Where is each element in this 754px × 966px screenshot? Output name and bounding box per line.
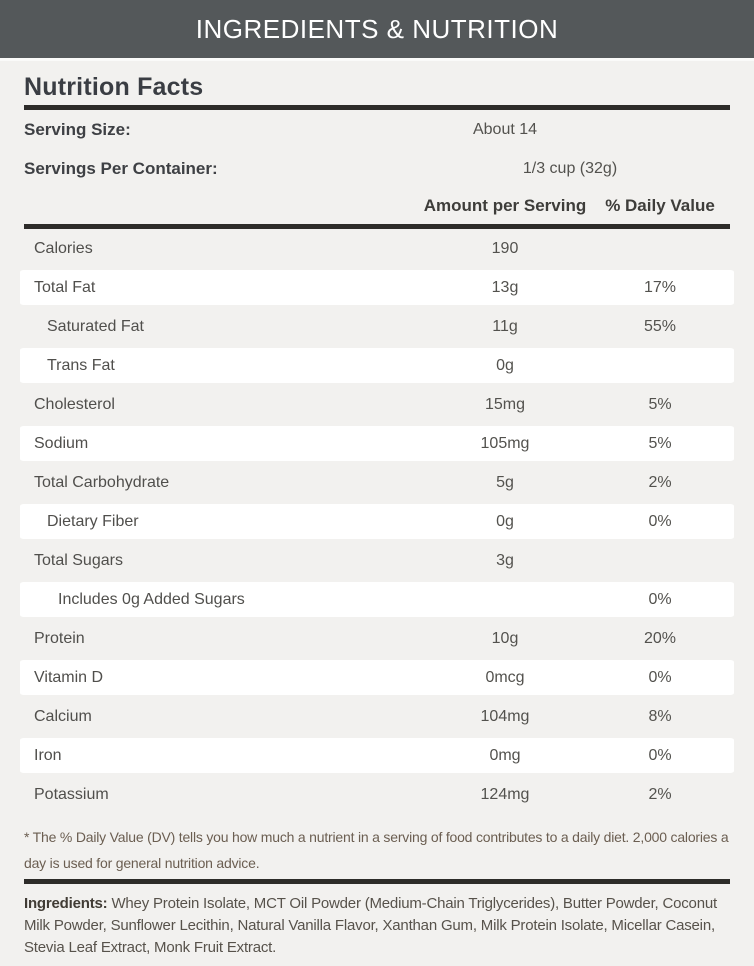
column-header-daily-value: % Daily Value (605, 196, 715, 215)
nutrient-daily-value: 0% (648, 512, 672, 530)
nutrient-row-trans-fat: Trans Fat 0g (20, 346, 734, 385)
nutrient-row-calcium: Calcium 104mg 8% (20, 697, 734, 736)
serving-size-value: About 14 (472, 120, 538, 138)
nutrient-amount: 5g (496, 473, 514, 491)
divider-rule (24, 105, 730, 110)
nutrient-amount: 0g (496, 512, 514, 530)
nutrient-row-saturated-fat: Saturated Fat 11g 55% (20, 307, 734, 346)
ingredients-nutrition-section-header[interactable]: INGREDIENTS & NUTRITION (0, 0, 754, 58)
nutrient-label: Cholesterol (34, 395, 115, 413)
servings-per-container-label: Servings Per Container: (24, 158, 218, 178)
daily-value-footnote: * The % Daily Value (DV) tells you how m… (24, 829, 729, 871)
nutrient-daily-value: 0% (648, 590, 672, 608)
nutrient-row-vitamin-d: Vitamin D 0mcg 0% (20, 658, 734, 697)
section-title: INGREDIENTS & NUTRITION (195, 13, 559, 44)
nutrient-label: Calcium (34, 707, 92, 725)
nutrient-label: Saturated Fat (47, 317, 144, 335)
nutrient-daily-value: 5% (648, 395, 672, 413)
nutrient-label: Includes 0g Added Sugars (58, 590, 245, 608)
nutrient-amount: 0mg (489, 746, 521, 764)
nutrient-label: Potassium (34, 785, 109, 803)
nutrient-row-total-fat: Total Fat 13g 17% (20, 268, 734, 307)
nutrition-facts-header: Nutrition Facts (0, 61, 754, 103)
nutrient-amount: 105mg (480, 434, 530, 452)
nutrient-amount: 124mg (480, 785, 530, 803)
nutrient-label: Total Sugars (34, 551, 123, 569)
nutrient-daily-value: 2% (648, 473, 672, 491)
divider-rule (24, 879, 730, 884)
nutrient-row-iron: Iron 0mg 0% (20, 736, 734, 775)
ingredients-paragraph: Ingredients: Whey Protein Isolate, MCT Oi… (24, 893, 730, 959)
section-bar-underline (0, 58, 754, 61)
column-header-amount-per-serving: Amount per Serving (423, 196, 587, 215)
ingredients-label: Ingredients: (24, 895, 108, 912)
nutrient-row-total-sugars: Total Sugars 3g (20, 541, 734, 580)
nutrient-daily-value: 20% (643, 629, 677, 647)
table-header-row: Amount per Serving % Daily Value (0, 188, 754, 224)
nutrient-daily-value: 5% (648, 434, 672, 452)
ingredients-text: Whey Protein Isolate, MCT Oil Powder (Me… (24, 895, 717, 956)
nutrient-daily-value: 55% (643, 317, 677, 335)
nutrient-amount: 10g (491, 629, 519, 647)
nutrient-daily-value: 8% (648, 707, 672, 725)
nutrient-table: Calories 190 Total Fat 13g 17% Saturated… (0, 229, 754, 814)
nutrient-amount: 3g (496, 551, 514, 569)
nutrient-row-sodium: Sodium 105mg 5% (20, 424, 734, 463)
nutrition-facts-title: Nutrition Facts (24, 73, 204, 101)
nutrient-row-dietary-fiber: Dietary Fiber 0g 0% (20, 502, 734, 541)
serving-size-row: Serving Size: About 14 (0, 110, 754, 149)
nutrient-amount: 104mg (480, 707, 530, 725)
servings-per-container-value: 1/3 cup (32g) (522, 159, 618, 177)
nutrient-daily-value: 0% (648, 746, 672, 764)
nutrient-label: Dietary Fiber (47, 512, 139, 530)
nutrient-amount: 0g (496, 356, 514, 374)
serving-size-label: Serving Size: (24, 119, 131, 139)
divider-rule (24, 224, 730, 229)
nutrient-daily-value: 0% (648, 668, 672, 686)
nutrient-label: Iron (34, 746, 62, 764)
nutrient-amount: 13g (491, 278, 519, 296)
nutrient-amount: 190 (491, 239, 519, 257)
nutrient-amount: 15mg (484, 395, 526, 413)
nutrient-row-total-carbohydrate: Total Carbohydrate 5g 2% (20, 463, 734, 502)
nutrient-amount: 0mcg (485, 668, 525, 686)
nutrient-daily-value: 2% (648, 785, 672, 803)
servings-per-container-row: Servings Per Container: 1/3 cup (32g) (0, 149, 754, 188)
nutrient-label: Calories (34, 239, 93, 257)
nutrient-label: Sodium (34, 434, 89, 452)
nutrient-row-added-sugars: Includes 0g Added Sugars 0% (20, 580, 734, 619)
nutrient-row-cholesterol: Cholesterol 15mg 5% (20, 385, 734, 424)
nutrient-label: Total Carbohydrate (34, 473, 170, 491)
nutrient-daily-value: 17% (643, 278, 677, 296)
nutrient-row-potassium: Potassium 124mg 2% (20, 775, 734, 814)
nutrient-amount: 11g (492, 317, 518, 335)
nutrient-row-protein: Protein 10g 20% (20, 619, 734, 658)
nutrient-label: Total Fat (34, 278, 96, 296)
nutrient-row-calories: Calories 190 (20, 229, 734, 268)
nutrient-label: Vitamin D (34, 668, 104, 686)
nutrient-label: Trans Fat (47, 356, 115, 374)
nutrient-label: Protein (34, 629, 85, 647)
